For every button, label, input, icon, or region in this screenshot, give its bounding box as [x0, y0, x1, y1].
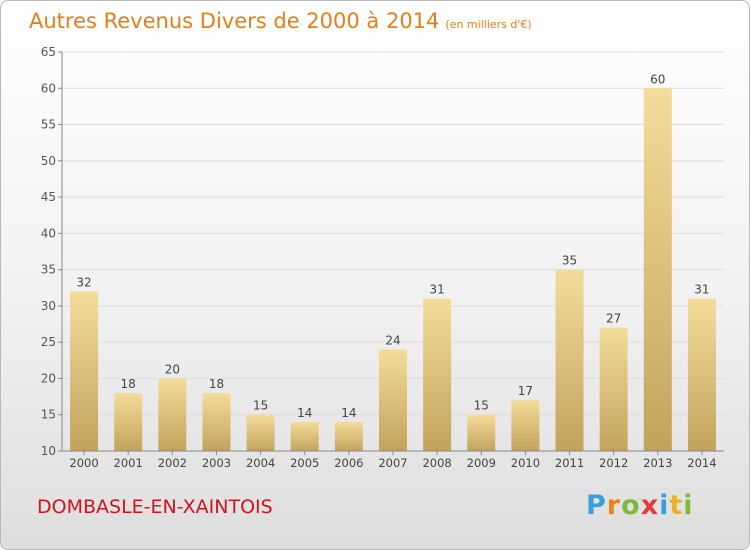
data-label: 14 — [297, 406, 312, 420]
x-tick-label: 2007 — [378, 456, 407, 470]
x-tick-label: 2013 — [643, 456, 672, 470]
y-tick-label: 25 — [41, 335, 56, 349]
data-label: 24 — [385, 333, 400, 347]
labels: 10 15 20 25 30 35 40 45 50 55 60 65 32 2000 18 2001 20 20… — [41, 45, 717, 470]
bar — [114, 392, 143, 451]
data-label: 15 — [253, 399, 268, 413]
y-tick-label: 20 — [41, 371, 56, 385]
bar — [599, 327, 628, 451]
brand-letter: P — [586, 490, 607, 521]
y-tick-label: 45 — [41, 190, 56, 204]
x-tick-label: 2001 — [114, 456, 143, 470]
brand-letter: r — [606, 490, 622, 521]
axes — [58, 51, 724, 455]
bar — [379, 349, 407, 451]
x-tick-label: 2012 — [599, 456, 628, 470]
data-label: 15 — [474, 399, 489, 413]
x-tick-label: 2014 — [687, 456, 716, 470]
x-tick-label: 2006 — [334, 456, 363, 470]
y-tick-label: 15 — [41, 408, 56, 422]
data-label: 31 — [429, 283, 444, 297]
y-tick-label: 65 — [41, 45, 56, 59]
x-tick-label: 2009 — [467, 456, 496, 470]
y-tick-label: 50 — [41, 154, 56, 168]
data-label: 20 — [165, 362, 180, 376]
chart-title-main: Autres Revenus Divers de 2000 à 2014 — [29, 9, 440, 33]
data-label: 31 — [694, 283, 709, 297]
y-tick-label: 35 — [41, 263, 56, 277]
x-tick-label: 2000 — [69, 456, 98, 470]
chart-title: Autres Revenus Divers de 2000 à 2014 (en … — [29, 9, 532, 33]
bar — [290, 421, 319, 451]
brand-letter: i — [659, 490, 670, 521]
brand-letter: x — [640, 490, 660, 521]
chart-title-unit: (en milliers d'€) — [445, 18, 532, 31]
bar — [70, 291, 99, 451]
x-tick-label: 2004 — [246, 456, 275, 470]
brand-letter: o — [621, 490, 641, 521]
bar — [423, 298, 452, 451]
brand-letter: t — [669, 490, 684, 521]
bars — [70, 88, 716, 451]
brand-letter: i — [683, 490, 694, 521]
data-label: 32 — [76, 275, 91, 289]
bar — [467, 414, 496, 451]
data-label: 18 — [209, 377, 224, 391]
y-tick-label: 40 — [41, 226, 56, 240]
bar — [246, 414, 275, 451]
data-label: 18 — [121, 377, 136, 391]
bar — [202, 392, 231, 451]
data-label: 35 — [562, 254, 577, 268]
x-tick-label: 2005 — [290, 456, 319, 470]
y-tick-label: 55 — [41, 118, 56, 132]
data-label: 60 — [650, 72, 665, 86]
location-name: DOMBASLE-EN-XAINTOIS — [37, 496, 273, 518]
data-label: 17 — [518, 384, 533, 398]
x-tick-label: 2010 — [511, 456, 540, 470]
x-tick-label: 2008 — [422, 456, 451, 470]
y-tick-label: 30 — [41, 299, 56, 313]
brand-logo: Proxiti — [586, 490, 694, 521]
bar — [687, 298, 716, 451]
x-tick-label: 2002 — [158, 456, 187, 470]
bar — [643, 88, 672, 451]
data-label: 27 — [606, 312, 621, 326]
bar — [555, 269, 584, 451]
bar — [158, 378, 187, 451]
x-tick-label: 2011 — [555, 456, 584, 470]
bar — [334, 421, 363, 451]
bar — [511, 400, 540, 451]
y-tick-label: 60 — [41, 81, 56, 95]
data-label: 14 — [341, 406, 356, 420]
y-tick-label: 10 — [41, 444, 56, 458]
x-tick-label: 2003 — [202, 456, 231, 470]
